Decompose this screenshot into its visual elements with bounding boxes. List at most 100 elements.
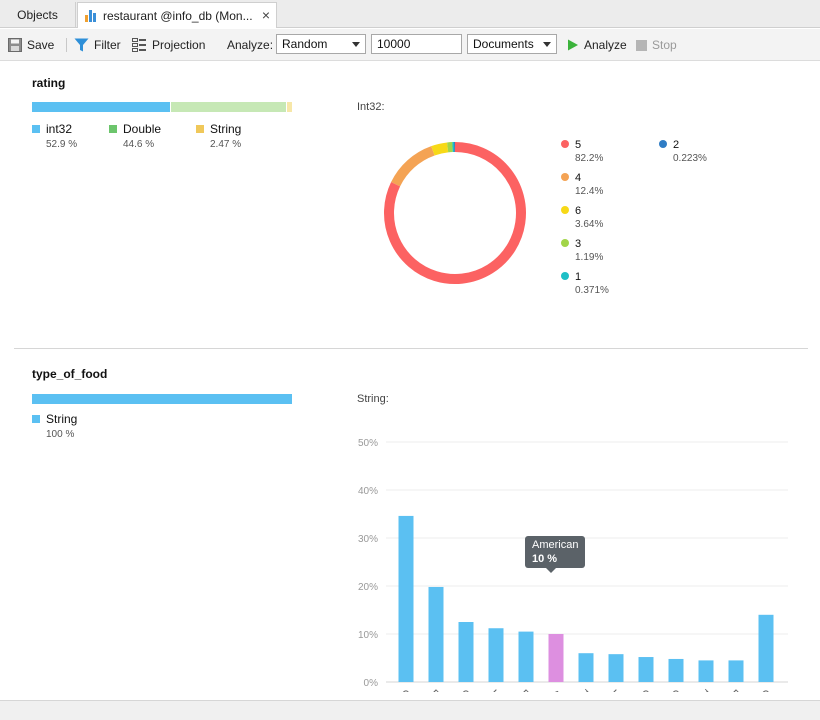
legend-percent: 52.9 % <box>46 139 78 150</box>
chevron-down-icon <box>352 42 360 47</box>
stop-label: Stop <box>652 38 677 52</box>
filter-label: Filter <box>94 38 121 52</box>
rating-donut-chart <box>384 142 526 284</box>
projection-label: Projection <box>152 38 206 52</box>
y-tick-label: 0% <box>364 678 379 689</box>
legend-label: 6 <box>575 205 582 217</box>
analyze-button[interactable]: Analyze <box>567 29 627 61</box>
bar-chicken[interactable] <box>638 657 654 682</box>
chevron-down-icon <box>543 42 551 47</box>
x-tick-label: Curry <box>398 688 426 692</box>
donut-slice-6[interactable] <box>431 142 449 156</box>
filter-button[interactable]: Filter <box>74 29 121 61</box>
legend-label: 3 <box>575 238 582 250</box>
projection-button[interactable]: Projection <box>132 29 205 61</box>
donut-legend-item-5: 5 82.2% <box>561 139 603 164</box>
save-icon <box>8 38 22 52</box>
donut-legend-item-1: 1 0.371% <box>561 271 609 296</box>
x-tick-label: Others <box>758 688 790 692</box>
save-label: Save <box>27 38 55 52</box>
sampling-value: Random <box>282 37 328 51</box>
donut-legend-item-2: 2 0.223% <box>659 139 707 164</box>
x-tick-label: Turkish <box>578 688 612 692</box>
legend-swatch <box>196 125 204 133</box>
tab-restaurant-label: restaurant @info_db (Mon... <box>103 8 253 23</box>
sample-count-value: 10000 <box>377 37 411 51</box>
sampling-select[interactable]: Random <box>276 34 366 54</box>
legend-dot <box>659 140 667 148</box>
toolbar-separator <box>66 38 67 52</box>
y-tick-label: 20% <box>358 582 378 593</box>
legend-label: String <box>46 412 78 426</box>
analysis-content: rating int32 52.9 % Double 44.6 % String… <box>0 62 820 700</box>
legend-percent: 100 % <box>46 429 75 440</box>
bar-lebanese[interactable] <box>608 654 624 682</box>
rating-type-bar <box>32 102 292 112</box>
section-divider <box>14 348 808 349</box>
chart-subtitle-string: String: <box>357 393 389 405</box>
analyze-label: Analyze <box>584 38 627 52</box>
analyze-prefix-label: Analyze: <box>227 38 274 52</box>
status-bar <box>0 700 820 720</box>
legend-percent: 44.6 % <box>123 139 155 150</box>
bar-american[interactable] <box>548 634 564 682</box>
close-icon[interactable]: × <box>261 7 270 23</box>
legend-swatch <box>109 125 117 133</box>
chart-subtitle-int32: Int32: <box>357 101 385 113</box>
bar-fish-chips[interactable] <box>518 631 534 682</box>
x-tick-label: English <box>728 688 762 692</box>
rating-type-segment-string[interactable] <box>285 102 292 112</box>
legend-dot <box>561 173 569 181</box>
bar-chart-icon <box>85 10 96 22</box>
donut-slice-4[interactable] <box>391 146 435 187</box>
legend-label: 2 <box>673 139 680 151</box>
bar-chinese[interactable] <box>458 622 474 682</box>
mode-select[interactable]: Documents <box>467 34 557 54</box>
save-button[interactable]: Save <box>8 29 54 61</box>
legend-item-double: Double 44.6 % <box>109 122 161 150</box>
donut-legend-item-4: 4 12.4% <box>561 172 603 197</box>
donut-slice-5[interactable] <box>384 142 526 284</box>
food-type-segment-string[interactable] <box>32 394 292 404</box>
legend-dot <box>561 239 569 247</box>
y-tick-label: 50% <box>358 438 378 449</box>
legend-dot <box>561 272 569 280</box>
legend-item-string: String 100 % <box>32 412 77 440</box>
bar-tooltip: American 10 % <box>525 536 586 573</box>
y-tick-label: 10% <box>358 630 378 641</box>
bar-turkish[interactable] <box>578 653 594 682</box>
tab-bar: Objects restaurant @info_db (Mon... × <box>0 0 820 28</box>
tab-objects[interactable]: Objects <box>0 2 76 28</box>
x-tick-label: Chinese <box>458 688 495 692</box>
legend-label: 4 <box>575 172 582 184</box>
play-icon <box>568 39 578 51</box>
bar-thai[interactable] <box>698 660 714 682</box>
legend-percent: 1.19% <box>575 252 604 263</box>
rating-type-segment-int32[interactable] <box>32 102 170 112</box>
legend-label: int32 <box>46 122 73 136</box>
legend-swatch <box>32 415 40 423</box>
legend-dot <box>561 206 569 214</box>
bar-english[interactable] <box>728 660 744 682</box>
bar-kebab[interactable] <box>488 628 504 682</box>
type-of-food-type-bar <box>32 394 292 404</box>
bar-pizza[interactable] <box>428 586 444 682</box>
stop-button[interactable]: Stop <box>636 29 677 61</box>
tab-objects-label: Objects <box>17 8 58 22</box>
bar-caribbean[interactable] <box>668 658 684 682</box>
donut-legend-item-6: 6 3.64% <box>561 205 603 230</box>
mode-value: Documents <box>473 37 534 51</box>
legend-label: 5 <box>575 139 582 151</box>
x-tick-label: Kebab <box>488 688 519 692</box>
projection-icon <box>132 38 146 52</box>
x-tick-label: Pizza <box>428 688 456 692</box>
tab-restaurant-analysis[interactable]: restaurant @info_db (Mon... × <box>77 2 277 28</box>
sample-count-input[interactable]: 10000 <box>371 34 462 54</box>
rating-type-segment-double[interactable] <box>169 102 286 112</box>
bar-curry[interactable] <box>398 515 414 682</box>
tooltip-value: 10 % <box>532 553 558 565</box>
legend-percent: 2.47 % <box>210 139 242 150</box>
legend-percent: 0.371% <box>575 285 609 296</box>
filter-icon <box>74 38 89 52</box>
bar-others[interactable] <box>758 614 774 682</box>
